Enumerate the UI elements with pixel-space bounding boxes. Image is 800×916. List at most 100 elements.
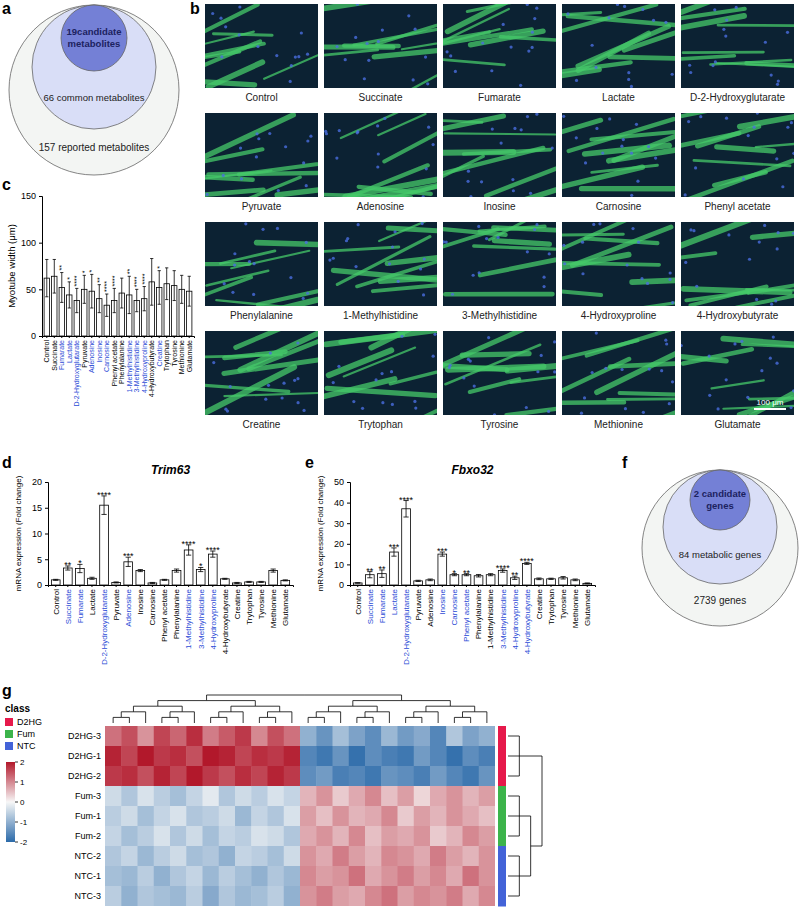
circle-outer xyxy=(9,5,179,175)
heatmap-cell xyxy=(414,726,431,747)
x-tick-label: Glutamate xyxy=(281,588,290,625)
nucleus xyxy=(500,142,503,145)
heatmap-cell xyxy=(316,766,333,787)
error-bar xyxy=(90,274,93,308)
heatmap-cell xyxy=(121,806,138,827)
nucleus xyxy=(536,370,539,373)
plot-marks xyxy=(51,496,289,585)
myotube xyxy=(620,393,675,396)
error-cap xyxy=(548,579,553,580)
heatmap-cell xyxy=(251,866,268,887)
inner-label: metabolites xyxy=(68,38,121,49)
nucleus xyxy=(490,69,493,72)
x-tick: Tyrosine xyxy=(559,585,568,619)
x-tick-label: Succinate xyxy=(366,588,375,624)
myotube xyxy=(371,331,433,348)
legend-title: class xyxy=(5,703,30,714)
myotube xyxy=(354,25,437,45)
dendrogram-branch xyxy=(207,695,305,701)
x-tick-mark xyxy=(514,585,515,587)
heatmap-cell xyxy=(414,806,431,827)
myotube xyxy=(592,165,658,172)
dendrogram-branch xyxy=(463,717,471,723)
nucleus xyxy=(469,195,472,197)
heatmap-cell xyxy=(251,806,268,827)
error-bar xyxy=(114,582,119,583)
nucleus xyxy=(760,369,763,372)
x-tick-mark xyxy=(406,585,407,587)
x-tick-mark xyxy=(55,585,56,587)
heatmap-cell xyxy=(268,806,285,827)
x-tick-mark xyxy=(159,336,160,338)
image-content xyxy=(205,222,318,306)
row-label: Fum-1 xyxy=(75,811,101,821)
significance: **** xyxy=(103,281,110,292)
error-cap xyxy=(258,581,263,582)
y-tick-mark xyxy=(347,482,350,483)
row-label: Fum-3 xyxy=(75,791,101,801)
heatmap-cell xyxy=(300,826,317,847)
myotube xyxy=(578,26,668,65)
heatmap-cell xyxy=(170,766,187,787)
dendrogram-branch xyxy=(475,712,487,723)
bar xyxy=(208,554,217,585)
heatmap-cell xyxy=(316,786,333,807)
heatmap-cell xyxy=(430,766,447,787)
heatmap-cell xyxy=(235,806,252,827)
error-cap xyxy=(222,578,227,579)
bar xyxy=(390,552,399,585)
y-tick: 0 xyxy=(37,580,48,590)
error-cap xyxy=(234,583,239,584)
heatmap-cell xyxy=(479,846,495,867)
dendrogram-branch xyxy=(508,756,519,757)
nucleus xyxy=(276,227,279,230)
error-bar xyxy=(560,577,565,579)
y-tick: 20 xyxy=(32,477,48,487)
nucleus xyxy=(233,263,236,266)
myotube xyxy=(324,44,393,50)
heatmap-cell xyxy=(235,766,252,787)
x-tick-mark xyxy=(129,336,130,338)
heatmap-cell xyxy=(284,826,301,847)
nucleus xyxy=(282,382,285,385)
x-tick: 1-Methylhistidine xyxy=(184,585,193,649)
nucleus xyxy=(332,381,335,384)
nucleus xyxy=(775,157,778,160)
nucleus xyxy=(361,407,364,410)
nucleus xyxy=(635,123,638,126)
nucleus xyxy=(553,340,556,343)
nucleus xyxy=(220,55,223,58)
myotube xyxy=(716,63,794,68)
nucleus xyxy=(668,402,671,405)
y-tick-label: 20 xyxy=(334,539,344,549)
heatmap-cell xyxy=(105,826,122,847)
circle-inner xyxy=(61,5,127,71)
nucleus xyxy=(512,189,515,192)
error-cap xyxy=(150,258,153,259)
myotube xyxy=(445,292,552,297)
nucleus xyxy=(724,34,727,37)
nucleus xyxy=(777,79,780,82)
error-cap xyxy=(403,517,408,518)
x-tick-mark xyxy=(136,336,137,338)
heatmap-cell xyxy=(219,746,236,767)
heatmap-cell xyxy=(154,806,171,827)
x-tick-label: Adenosine xyxy=(88,340,95,373)
error-bar xyxy=(188,276,191,306)
error-bar xyxy=(128,276,131,313)
error-bar xyxy=(476,574,481,576)
error-cap xyxy=(258,582,263,583)
nucleus xyxy=(376,165,379,168)
myotube xyxy=(493,228,556,232)
nucleus xyxy=(630,152,633,155)
error-cap xyxy=(138,569,143,570)
dendrogram-branch xyxy=(259,717,267,723)
nucleus xyxy=(665,342,668,345)
bar xyxy=(148,583,157,585)
heatmap-cell xyxy=(121,786,138,807)
nucleus xyxy=(412,78,415,81)
myotube xyxy=(443,116,504,134)
nucleus xyxy=(275,54,278,57)
nucleus xyxy=(626,263,629,266)
dendrogram-branch xyxy=(231,712,243,723)
